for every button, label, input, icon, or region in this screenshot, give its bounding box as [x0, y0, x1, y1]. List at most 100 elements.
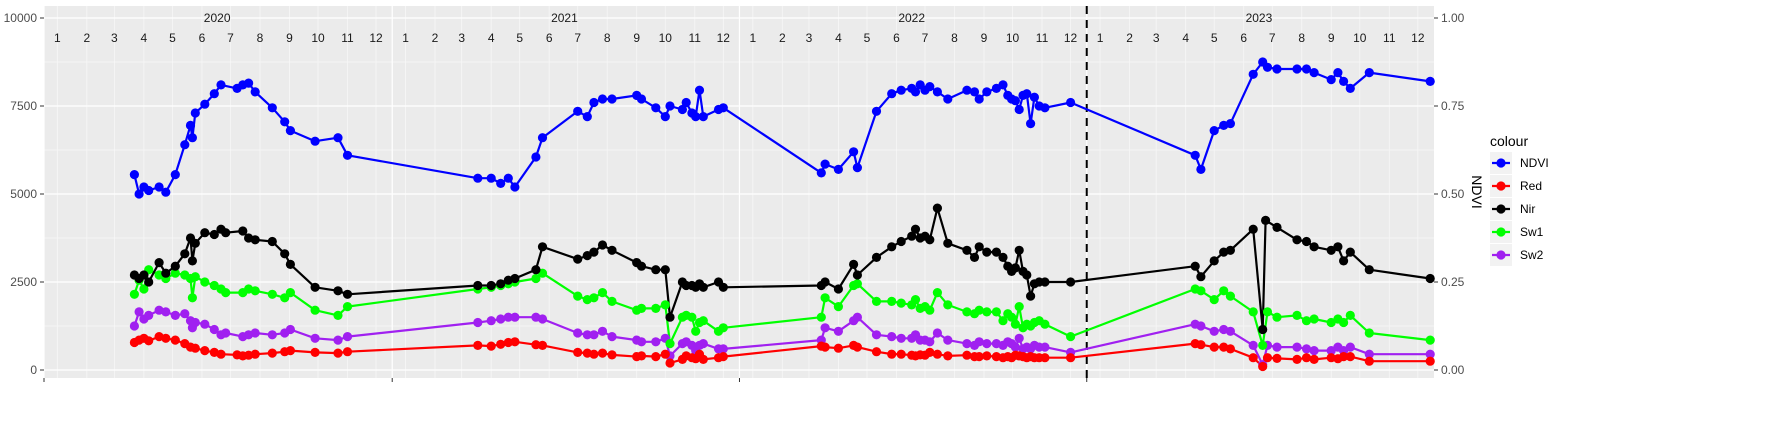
- data-point-sw2: [1248, 340, 1258, 350]
- data-point-ndvi: [244, 78, 254, 88]
- left-y-axis: 0 2500 5000 7500 10000: [4, 11, 44, 377]
- month-label: 11: [1383, 31, 1396, 45]
- data-point-sw1: [170, 268, 180, 278]
- month-label: 11: [1036, 31, 1049, 45]
- data-point-nir: [698, 282, 708, 292]
- data-point-red: [333, 348, 343, 358]
- data-point-nir: [221, 228, 231, 238]
- data-point-ndvi: [161, 187, 171, 197]
- data-point-sw2: [974, 337, 984, 347]
- data-point-nir: [280, 249, 290, 259]
- data-point-ndvi: [849, 147, 859, 157]
- data-point-sw1: [910, 295, 921, 305]
- data-point-sw2: [1010, 342, 1021, 352]
- data-point-sw1: [660, 300, 670, 310]
- data-point-red: [1225, 344, 1235, 354]
- data-point-sw2: [607, 332, 617, 342]
- data-point-sw1: [221, 288, 231, 298]
- data-point-ndvi: [1029, 92, 1039, 102]
- data-point-sw2: [887, 332, 897, 342]
- data-point-nir: [969, 252, 980, 262]
- data-point-sw2: [962, 339, 972, 349]
- month-label: 1: [402, 31, 409, 45]
- month-label: 6: [1240, 31, 1247, 45]
- month-label: 2: [83, 31, 90, 45]
- data-point-ndvi: [887, 89, 897, 99]
- data-point-ndvi: [969, 87, 980, 97]
- right-y-axis: 0.00 0.25 0.50 0.75 1.00: [1434, 11, 1465, 377]
- data-point-red: [651, 352, 661, 362]
- data-point-nir: [1248, 224, 1258, 234]
- data-point-nir: [285, 259, 295, 269]
- data-point-ndvi: [537, 133, 548, 143]
- data-point-sw1: [982, 307, 992, 317]
- month-label: 7: [922, 31, 929, 45]
- legend: colour NDVI Red Nir Sw1 Sw2: [1490, 133, 1549, 266]
- data-point-sw1: [932, 288, 943, 298]
- data-point-ndvi: [154, 182, 164, 192]
- month-label: 3: [458, 31, 465, 45]
- data-point-ndvi: [496, 178, 506, 188]
- data-point-red: [1309, 354, 1319, 364]
- left-tick-label: 0: [30, 363, 37, 377]
- data-point-nir: [1190, 261, 1200, 271]
- month-label: 4: [1182, 31, 1189, 45]
- data-point-red: [660, 349, 670, 359]
- data-point-sw2: [852, 312, 863, 322]
- data-point-ndvi: [718, 103, 728, 113]
- data-point-red: [896, 349, 906, 359]
- data-point-red: [1339, 352, 1349, 362]
- data-point-sw1: [816, 312, 826, 322]
- legend-point-sw1: [1496, 227, 1506, 237]
- month-label: 8: [1298, 31, 1305, 45]
- right-tick-label: 0.50: [1441, 187, 1465, 201]
- data-point-ndvi: [170, 170, 180, 180]
- data-point-red: [982, 351, 992, 361]
- data-point-nir: [1364, 265, 1374, 275]
- data-point-ndvi: [209, 89, 219, 99]
- data-point-red: [486, 341, 496, 351]
- data-point-sw1: [833, 302, 844, 312]
- data-point-sw2: [250, 328, 260, 338]
- data-point-nir: [589, 247, 599, 257]
- month-label: 8: [257, 31, 264, 45]
- data-point-nir: [333, 286, 343, 296]
- data-point-ndvi: [698, 112, 708, 122]
- data-point-sw1: [718, 323, 728, 333]
- data-point-sw2: [267, 330, 277, 340]
- month-label: 2: [1126, 31, 1133, 45]
- data-point-ndvi: [597, 94, 608, 104]
- data-point-nir: [982, 247, 992, 257]
- data-point-red: [267, 348, 277, 358]
- legend-items: NDVI Red Nir Sw1 Sw2: [1490, 152, 1549, 266]
- data-point-ndvi: [1014, 104, 1024, 115]
- data-point-nir: [943, 238, 953, 248]
- data-point-red: [932, 349, 943, 359]
- data-point-red: [200, 346, 210, 356]
- data-point-sw1: [998, 316, 1008, 326]
- month-label: 6: [546, 31, 553, 45]
- year-label: 2023: [1246, 11, 1273, 25]
- data-point-nir: [852, 270, 863, 280]
- data-point-nir: [998, 252, 1008, 262]
- data-point-sw1: [925, 305, 935, 315]
- data-point-nir: [1010, 263, 1021, 273]
- data-point-sw1: [1007, 312, 1017, 322]
- data-point-ndvi: [180, 140, 190, 150]
- data-point-nir: [573, 254, 583, 264]
- data-point-ndvi: [636, 94, 647, 104]
- month-label: 7: [227, 31, 234, 45]
- data-point-nir: [1258, 324, 1268, 335]
- data-point-red: [537, 340, 548, 350]
- data-point-sw2: [932, 328, 943, 338]
- data-point-red: [665, 358, 675, 368]
- left-tick-label: 2500: [10, 275, 37, 289]
- data-point-sw1: [698, 316, 708, 326]
- data-point-nir: [1014, 245, 1024, 255]
- data-point-ndvi: [998, 80, 1008, 90]
- data-point-red: [1425, 356, 1435, 366]
- data-point-red: [285, 346, 295, 356]
- left-tick-label: 5000: [10, 187, 37, 201]
- data-point-sw1: [1010, 319, 1021, 329]
- data-point-nir: [1040, 277, 1050, 287]
